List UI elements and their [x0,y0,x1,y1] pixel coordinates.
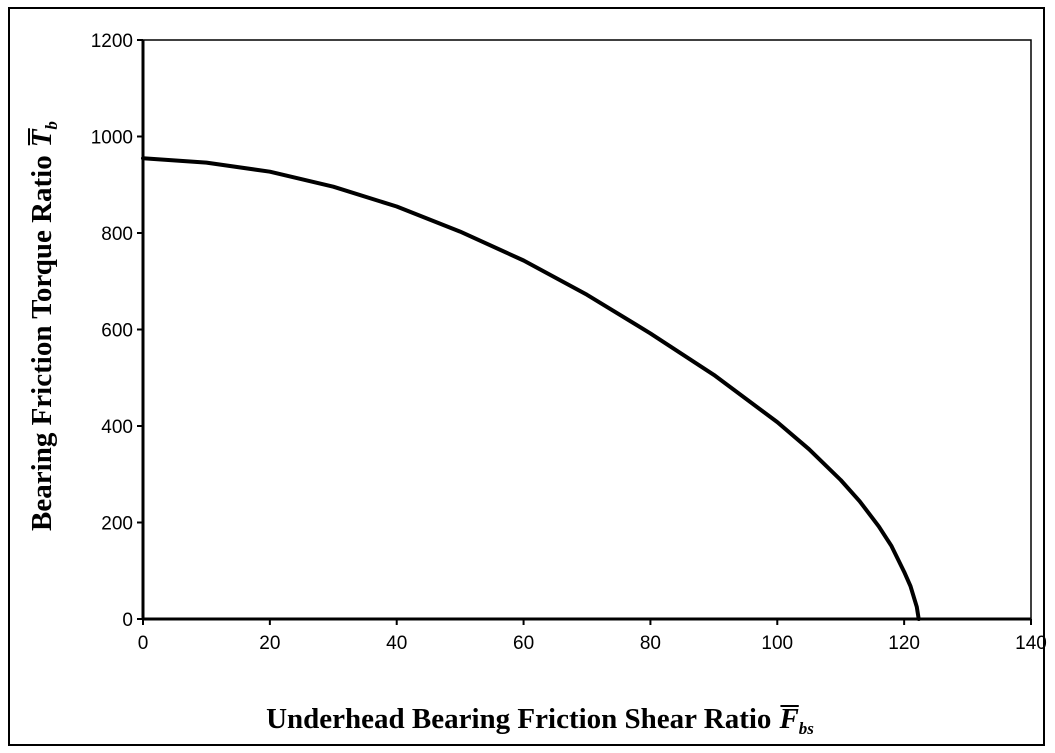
x-axis-title-symbol: F [778,703,798,735]
y-tick-label: 1000 [91,128,133,149]
series-line-0 [141,156,921,621]
y-tick-label: 400 [101,417,133,438]
y-tick-label: 200 [101,514,133,535]
y-axis-ticks: 0 200 400 600 800 1000 1200 [91,31,143,631]
x-tick-label: 0 [138,633,149,654]
x-tick-label: 80 [640,633,661,654]
y-tick-label: 1200 [91,31,133,52]
y-axis-title: Bearing Friction Torque Ratio Tb [26,121,61,531]
x-tick-label: 120 [888,633,920,654]
x-axis-ticks: 0 20 40 60 80 100 120 140 [138,619,1047,654]
y-tick-label: 800 [101,224,133,245]
x-tick-label: 140 [1015,633,1047,654]
y-axis-title-symbol: T [26,128,58,147]
x-tick-label: 60 [513,633,534,654]
y-tick-label: 0 [122,610,133,631]
y-tick-label: 600 [101,321,133,342]
chart-frame [8,7,1045,746]
x-axis-title-subscript: bs [799,719,815,738]
x-tick-label: 100 [761,633,793,654]
x-axis-title: Underhead Bearing Friction Shear Ratio Fb… [266,703,814,738]
x-axis-title-text: Underhead Bearing Friction Shear Ratio [266,703,771,735]
x-tick-label: 40 [386,633,407,654]
y-axis-title-text: Bearing Friction Torque Ratio [26,155,58,531]
x-tick-label: 20 [259,633,280,654]
plot-border [142,39,1032,620]
plot-area [141,39,1032,621]
y-axis-title-subscript: b [42,121,61,130]
